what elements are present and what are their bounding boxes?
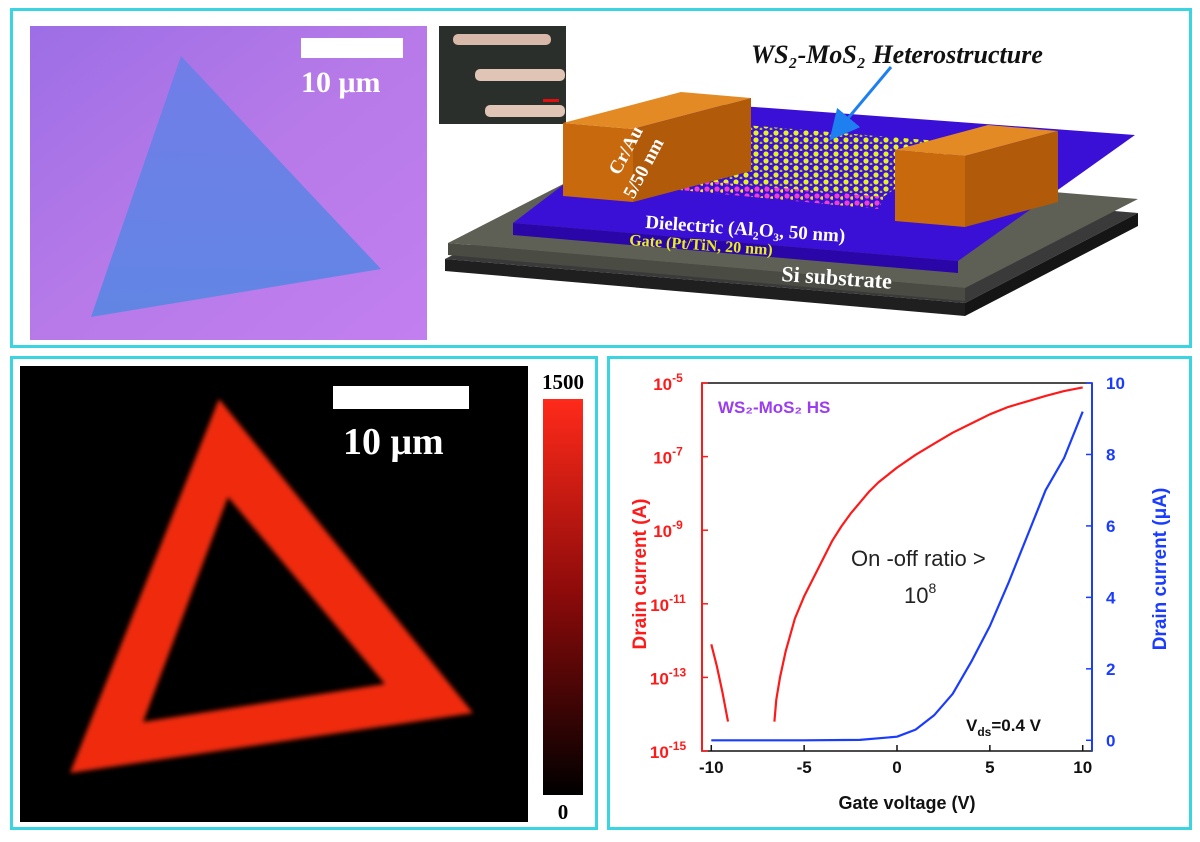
contact-right-side — [965, 131, 1058, 227]
si-substrate-side — [965, 213, 1138, 316]
left-axis-ticks: 10-15 10-13 10-11 10-9 10-7 10-5 — [650, 371, 708, 762]
log-current-curve-2 — [773, 386, 1083, 722]
micrograph-electrode-1 — [453, 34, 551, 45]
left-axis-label: Drain current (A) — [630, 499, 651, 650]
left-tick-label: 10-13 — [650, 665, 687, 688]
pl-colorbar — [543, 399, 583, 795]
linear-current-curve-1 — [711, 411, 1084, 742]
x-axis-ticks: -10 -5 0 5 10 — [699, 745, 1092, 777]
contact-left-front — [563, 123, 633, 202]
right-tick-label: 0 — [1106, 731, 1115, 750]
triangular-flake — [91, 56, 381, 317]
legend-label: WS₂-MoS₂ HS — [718, 398, 830, 417]
transfer-curve-chart: -10 -5 0 5 10 10-15 10-13 10-11 10-9 10-7 10-5 0 2… — [630, 371, 1171, 813]
pl-scale-bar-label: 10 μm — [343, 421, 444, 463]
right-axis-label: Drain current (μA) — [1150, 488, 1171, 651]
contact-right-top — [895, 125, 1058, 156]
left-tick-label: 10-9 — [653, 518, 683, 541]
heterostructure-arrow — [829, 66, 893, 141]
vds-suffix: =0.4 V — [991, 716, 1041, 735]
micrograph-scale-bar — [543, 99, 559, 102]
vds-prefix: V — [966, 716, 978, 735]
right-tick-label: 8 — [1106, 445, 1115, 464]
left-tick-label: 10-5 — [653, 371, 683, 394]
x-tick-label: -5 — [797, 758, 812, 777]
left-tick-label: 10-11 — [650, 592, 686, 615]
vds-label: Vds=0.4 V — [966, 716, 1042, 739]
x-tick-label: -10 — [699, 758, 724, 777]
transfer-curve-panel: -10 -5 0 5 10 10-15 10-13 10-11 10-9 10-7 10-5 0 2… — [607, 356, 1192, 830]
micrograph-electrode-3 — [485, 105, 565, 117]
on-off-annotation-line2: 108 — [904, 580, 936, 608]
on-off-annotation-line1: On -off ratio > — [851, 546, 986, 571]
right-tick-label: 10 — [1106, 374, 1125, 393]
pl-map-graphics: 10 μm 1500 0 — [20, 366, 584, 824]
x-axis-label: Gate voltage (V) — [838, 793, 975, 813]
vds-subscript: ds — [977, 725, 991, 739]
left-tick-label: 10-15 — [650, 739, 687, 762]
colorbar-min-label: 0 — [558, 800, 569, 824]
pl-triangle-edge — [70, 399, 473, 773]
on-off-exponent: 8 — [928, 580, 936, 596]
colorbar-max-label: 1500 — [542, 370, 584, 394]
log-current-curve-1 — [710, 644, 730, 722]
right-tick-label: 2 — [1106, 660, 1115, 679]
left-tick-label: 10-7 — [653, 445, 683, 468]
on-off-base: 10 — [904, 583, 928, 608]
curves — [710, 386, 1084, 742]
x-tick-label: 5 — [985, 758, 994, 777]
right-tick-label: 6 — [1106, 517, 1115, 536]
pl-scale-bar — [333, 386, 469, 409]
optical-scale-bar — [301, 38, 403, 58]
top-panel-graphics: 10 μm WS₂-MoS₂ Heterostructure Cr/Au 5/5… — [30, 26, 1138, 340]
right-axis-ticks: 0 2 4 6 8 10 — [1086, 374, 1125, 750]
right-tick-label: 4 — [1106, 588, 1116, 607]
optical-scale-bar-label: 10 μm — [301, 66, 381, 99]
top-panel: 10 μm WS₂-MoS₂ Heterostructure Cr/Au 5/5… — [10, 8, 1192, 348]
x-tick-label: 0 — [892, 758, 901, 777]
contact-left-side — [633, 98, 751, 202]
schematic-title: WS₂-MoS₂ Heterostructure — [751, 40, 1043, 69]
contact-left-top — [563, 92, 751, 129]
si-substrate-front — [445, 259, 965, 316]
micrograph-electrode-2 — [475, 69, 565, 81]
contact-right-front — [895, 150, 965, 227]
gate-layer-front — [448, 243, 965, 301]
pl-map-panel: 10 μm 1500 0 — [10, 356, 598, 830]
x-tick-label: 10 — [1073, 758, 1092, 777]
dielectric-layer-front — [513, 223, 958, 273]
